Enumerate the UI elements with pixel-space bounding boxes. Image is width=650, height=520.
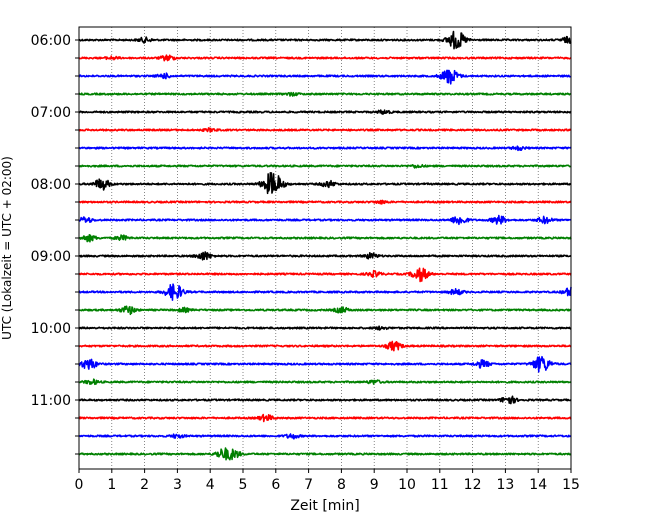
x-tick-label-5: 5 [239, 477, 248, 493]
x-tick-label-2: 2 [140, 477, 149, 493]
trace-1130 [78, 433, 572, 440]
trace-0615 [78, 54, 572, 62]
y-tick-label-07:00: 07:00 [31, 105, 71, 121]
trace-0800 [78, 172, 572, 195]
plot-background [79, 27, 571, 469]
x-tick-label-0: 0 [75, 477, 84, 493]
x-tick-label-7: 7 [304, 477, 313, 493]
x-tick-label-4: 4 [206, 477, 215, 493]
plot-frame [78, 26, 572, 470]
x-tick-label-14: 14 [529, 477, 547, 493]
x-tick-label-12: 12 [464, 477, 482, 493]
trace-1100 [78, 395, 572, 405]
trace-0915 [78, 267, 572, 283]
trace-0930 [78, 283, 572, 301]
x-tick-label-13: 13 [496, 477, 514, 493]
trace-1045 [78, 378, 572, 386]
x-axis-ticks: 0 1 2 3 4 5 6 7 8 9 10 11 12 13 14 15 [75, 469, 580, 493]
y-tick-label-09:00: 09:00 [31, 249, 71, 265]
trace-0845 [78, 234, 572, 243]
trace-1000 [78, 325, 572, 331]
trace-0630 [78, 69, 572, 85]
trace-0830 [78, 214, 572, 226]
trace-0645 [78, 91, 572, 97]
y-tick-label-06:00: 06:00 [31, 33, 71, 49]
trace-1015 [78, 340, 572, 352]
trace-0815 [78, 199, 572, 205]
trace-0730 [78, 145, 572, 152]
trace-0745 [78, 163, 572, 169]
x-tick-label-6: 6 [271, 477, 280, 493]
trace-1030 [78, 355, 572, 373]
y-axis-ticks: 06:00 07:00 08:00 09:00 10:00 11:00 [31, 33, 79, 455]
x-tick-label-8: 8 [337, 477, 346, 493]
y-tick-label-11:00: 11:00 [31, 393, 71, 409]
trace-0700 [78, 109, 572, 116]
x-tick-label-11: 11 [431, 477, 449, 493]
x-tick-label-15: 15 [562, 477, 580, 493]
y-tick-label-08:00: 08:00 [31, 177, 71, 193]
traces-group [78, 30, 572, 461]
x-tick-label-9: 9 [370, 477, 379, 493]
y-tick-label-10:00: 10:00 [31, 321, 71, 337]
trace-0600 [78, 30, 572, 50]
x-tick-label-10: 10 [398, 477, 416, 493]
trace-1145 [78, 447, 572, 461]
trace-0715 [78, 127, 572, 133]
trace-0900 [78, 251, 572, 261]
x-tick-label-3: 3 [173, 477, 182, 493]
trace-0945 [78, 305, 572, 316]
x-axis-label: Zeit [min] [290, 498, 359, 514]
y-axis-label: UTC (Lokalzeit = UTC + 02:00) [0, 156, 14, 340]
trace-1115 [78, 413, 572, 423]
x-tick-label-1: 1 [107, 477, 116, 493]
